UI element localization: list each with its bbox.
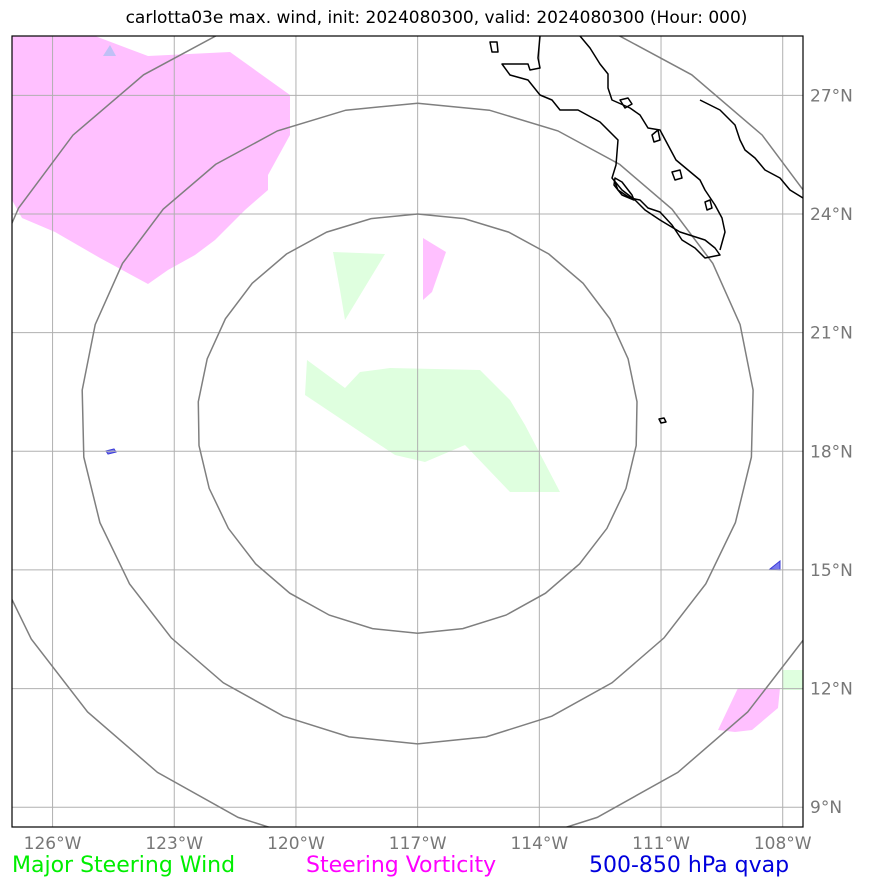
lon-tick-label: 114°W bbox=[510, 834, 568, 854]
plot-title: carlotta03e max. wind, init: 2024080300,… bbox=[125, 8, 748, 28]
lat-tick-label: 27°N bbox=[810, 86, 853, 106]
range-ring bbox=[12, 36, 803, 827]
range-ring bbox=[197, 213, 638, 634]
lon-tick-label: 126°W bbox=[24, 834, 82, 854]
legend-steering-vorticity: Steering Vorticity bbox=[306, 853, 497, 878]
legend-steering-wind: Major Steering Wind bbox=[12, 853, 236, 878]
coastline-mainland bbox=[699, 99, 803, 199]
steering-wind-region-center bbox=[305, 360, 560, 492]
island-3 bbox=[651, 129, 661, 143]
lat-tick-label: 15°N bbox=[810, 561, 853, 581]
lat-tick-label: 24°N bbox=[810, 205, 853, 225]
island-6 bbox=[613, 177, 635, 201]
lat-tick-label: 9°N bbox=[810, 798, 842, 818]
coastlines bbox=[489, 36, 803, 424]
lat-tick-label: 18°N bbox=[810, 442, 853, 462]
latitude-labels: 27°N 24°N 21°N 18°N 15°N 12°N 9°N bbox=[810, 86, 853, 818]
lon-tick-label: 123°W bbox=[145, 834, 203, 854]
range-rings bbox=[12, 36, 803, 827]
steering-wind-region-southeast bbox=[782, 670, 803, 690]
qvap-region-northwest bbox=[103, 45, 116, 56]
island-1 bbox=[489, 41, 499, 53]
steering-wind-regions bbox=[305, 252, 803, 690]
lat-tick-label: 12°N bbox=[810, 680, 853, 700]
lon-tick-label: 117°W bbox=[389, 834, 447, 854]
vorticity-region-northwest bbox=[12, 36, 290, 284]
gridlines bbox=[12, 36, 803, 827]
lat-tick-label: 21°N bbox=[810, 324, 853, 344]
vorticity-region-center bbox=[423, 238, 446, 300]
longitude-labels: 126°W 123°W 120°W 117°W 114°W 111°W 108°W bbox=[24, 834, 812, 854]
island-4 bbox=[671, 169, 683, 181]
legend-qvap: 500-850 hPa qvap bbox=[589, 853, 790, 878]
island-5 bbox=[704, 199, 713, 211]
lon-tick-label: 111°W bbox=[632, 834, 690, 854]
coastline-baja-east bbox=[501, 36, 721, 259]
range-ring bbox=[81, 102, 754, 745]
lon-tick-label: 120°W bbox=[267, 834, 325, 854]
island-socorro bbox=[658, 417, 667, 424]
map-frame bbox=[11, 35, 804, 828]
lon-tick-label: 108°W bbox=[754, 834, 812, 854]
coastline-baja-west bbox=[579, 36, 726, 251]
steering-wind-region-north bbox=[333, 252, 385, 320]
island-2 bbox=[619, 97, 633, 109]
